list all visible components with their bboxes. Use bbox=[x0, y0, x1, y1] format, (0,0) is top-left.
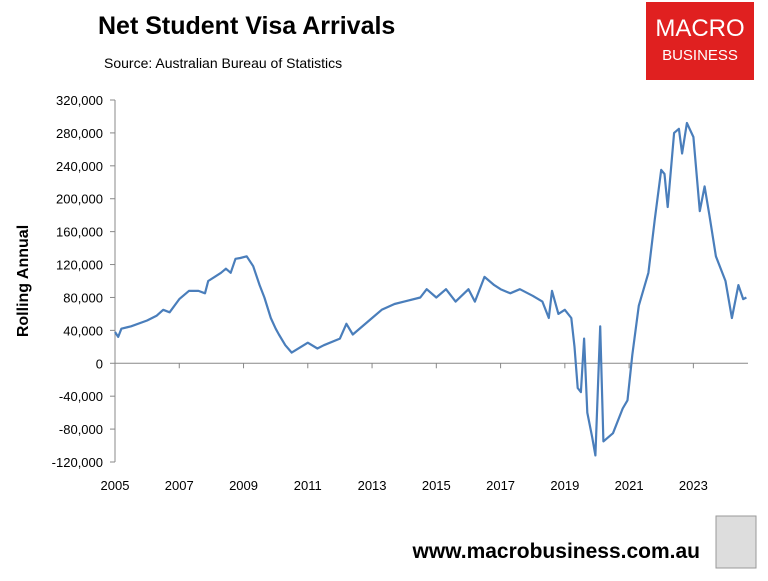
footer: www.macrobusiness.com.au bbox=[412, 540, 700, 563]
logo-box bbox=[646, 2, 754, 80]
data-line bbox=[114, 121, 747, 457]
y-tick-label: 160,000 bbox=[56, 225, 103, 240]
chart-subtitle: Source: Australian Bureau of Statistics bbox=[104, 55, 342, 71]
x-tick-label: 2017 bbox=[486, 478, 515, 493]
y-tick-label: 40,000 bbox=[63, 323, 103, 338]
logo-text: MACRO bbox=[655, 15, 744, 42]
x-tick-label: 2013 bbox=[358, 478, 387, 493]
x-tick-label: 2007 bbox=[165, 478, 194, 493]
y-tick-label: 320,000 bbox=[56, 93, 103, 108]
y-tick-label: 120,000 bbox=[56, 258, 103, 273]
x-tick-label: 2005 bbox=[101, 478, 130, 493]
y-tick-label: 240,000 bbox=[56, 159, 103, 174]
logo-text: BUSINESS bbox=[662, 47, 738, 64]
y-tick-label: 280,000 bbox=[56, 126, 103, 141]
chart-title: Net Student Visa Arrivals bbox=[98, 12, 395, 40]
y-tick-label: 0 bbox=[96, 356, 103, 371]
x-tick-label: 2015 bbox=[422, 478, 451, 493]
y-tick-label: 200,000 bbox=[56, 192, 103, 207]
x-tick-label: 2009 bbox=[229, 478, 258, 493]
y-axis-label: Rolling Annual bbox=[15, 225, 32, 337]
y-tick-label: -80,000 bbox=[59, 422, 103, 437]
x-tick-label: 2021 bbox=[615, 478, 644, 493]
logo-icon bbox=[715, 515, 757, 569]
y-tick-label: -120,000 bbox=[52, 455, 103, 470]
y-tick-label: -40,000 bbox=[59, 389, 103, 404]
y-tick-label: 80,000 bbox=[63, 290, 103, 305]
x-tick-label: 2023 bbox=[679, 478, 708, 493]
x-tick-label: 2019 bbox=[550, 478, 579, 493]
x-tick-label: 2011 bbox=[294, 478, 322, 493]
